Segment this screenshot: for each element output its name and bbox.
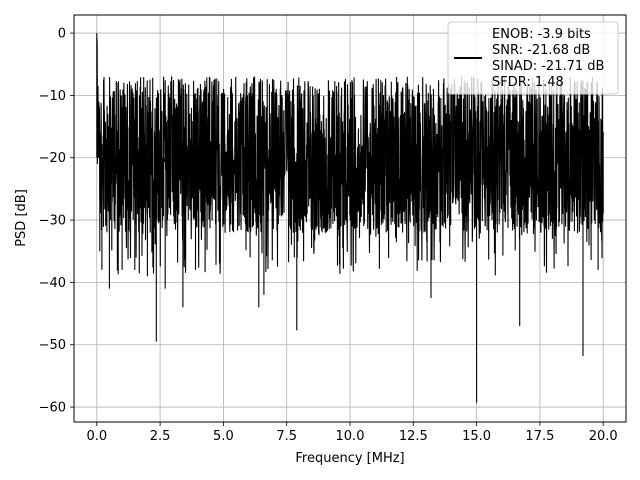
y-tick-label: −60: [39, 401, 66, 416]
y-tick-label: −30: [39, 214, 66, 229]
legend-box: [447, 21, 619, 95]
x-tick-label: 2.5: [150, 429, 171, 444]
x-tick-label: 10.0: [336, 429, 365, 444]
legend-entry-sfdr: SFDR: 1.48: [492, 75, 564, 90]
x-tick-label: 12.5: [399, 429, 428, 444]
y-tick-label: −20: [39, 151, 66, 166]
y-tick-label: −40: [39, 276, 66, 291]
x-tick-label: 20.0: [589, 429, 618, 444]
psd-line: [96, 33, 604, 403]
x-tick-label: 17.5: [525, 429, 554, 444]
y-tick-label: 0: [58, 27, 66, 42]
y-axis-ticks: 0 −10 −20 −30 −40 −50 −60: [39, 27, 74, 416]
y-tick-label: −10: [39, 89, 66, 104]
legend-entry-snr: SNR: -21.68 dB: [492, 43, 590, 58]
y-axis-label: PSD [dB]: [14, 189, 29, 247]
psd-trace: [96, 33, 604, 403]
x-axis-ticks: 0.0 2.5 5.0 7.5 10.0 12.5 15.0 17.5 20.0: [86, 422, 618, 444]
legend: ENOB: -3.9 bits SNR: -21.68 dB SINAD: -2…: [447, 21, 619, 95]
y-tick-label: −50: [39, 338, 66, 353]
x-axis-label: Frequency [MHz]: [295, 451, 404, 466]
x-tick-label: 7.5: [276, 429, 297, 444]
x-tick-label: 15.0: [462, 429, 491, 444]
x-tick-label: 5.0: [213, 429, 234, 444]
legend-entry-sinad: SINAD: -21.71 dB: [492, 59, 604, 74]
legend-entry-enob: ENOB: -3.9 bits: [492, 27, 591, 42]
x-tick-label: 0.0: [86, 429, 107, 444]
